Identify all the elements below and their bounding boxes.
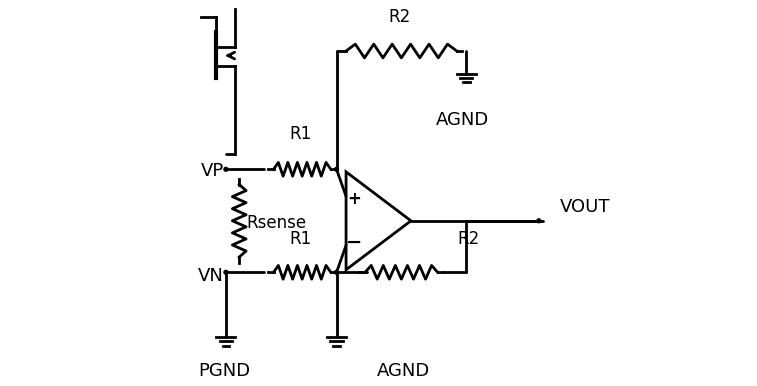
Text: Rsense: Rsense xyxy=(247,214,307,232)
Text: VN: VN xyxy=(198,267,224,285)
Circle shape xyxy=(224,271,228,274)
Text: −: − xyxy=(345,233,362,252)
Text: R2: R2 xyxy=(388,8,410,26)
Text: VOUT: VOUT xyxy=(559,198,610,217)
Circle shape xyxy=(224,168,228,171)
Text: R1: R1 xyxy=(289,230,311,247)
Text: R1: R1 xyxy=(289,125,311,142)
Text: +: + xyxy=(347,190,360,208)
Text: VP: VP xyxy=(201,162,224,180)
Text: R2: R2 xyxy=(457,230,479,247)
Text: PGND: PGND xyxy=(198,362,250,380)
Circle shape xyxy=(335,168,338,171)
Text: AGND: AGND xyxy=(436,111,489,129)
Circle shape xyxy=(335,271,338,274)
Text: AGND: AGND xyxy=(377,362,430,380)
Circle shape xyxy=(537,219,540,223)
